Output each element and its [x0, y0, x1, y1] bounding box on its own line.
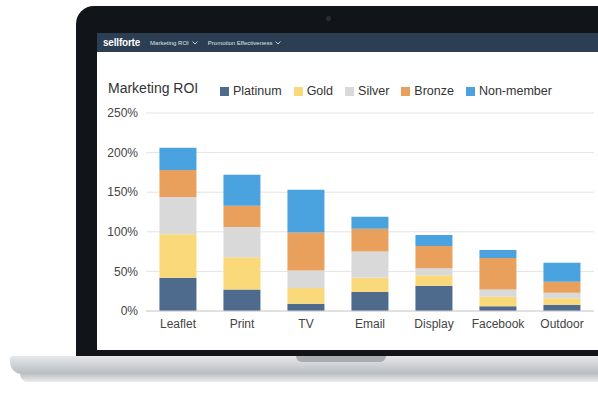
svg-text:Facebook: Facebook [472, 317, 526, 331]
svg-text:0%: 0% [121, 304, 139, 318]
html-text:Marketing ROI: Marketing ROI [108, 80, 199, 96]
html-text:Platinum: Platinum [233, 84, 282, 98]
svg-text:100%: 100% [107, 225, 138, 239]
html-text:Marketing ROI: Marketing ROI [150, 39, 189, 46]
svg-text:150%: 150% [107, 185, 138, 199]
svg-text:50%: 50% [114, 265, 138, 279]
html-text:Gold: Gold [306, 84, 333, 98]
svg-text:Outdoor: Outdoor [540, 317, 583, 331]
svg-text:250%: 250% [107, 106, 138, 120]
svg-text:Display: Display [414, 317, 453, 331]
html-text:Promotion Effectiveness: Promotion Effectiveness [207, 39, 273, 46]
html-text:Non-member: Non-member [478, 84, 552, 98]
svg-text:TV: TV [298, 317, 313, 331]
html-text:Bronze: Bronze [414, 84, 454, 98]
svg-text:200%: 200% [107, 146, 138, 160]
html-text:sellforte: sellforte [103, 37, 141, 48]
svg-text:Leaflet: Leaflet [160, 317, 197, 331]
svg-text:Email: Email [355, 317, 385, 331]
svg-text:Print: Print [230, 317, 255, 331]
html-text:Silver: Silver [358, 84, 390, 98]
